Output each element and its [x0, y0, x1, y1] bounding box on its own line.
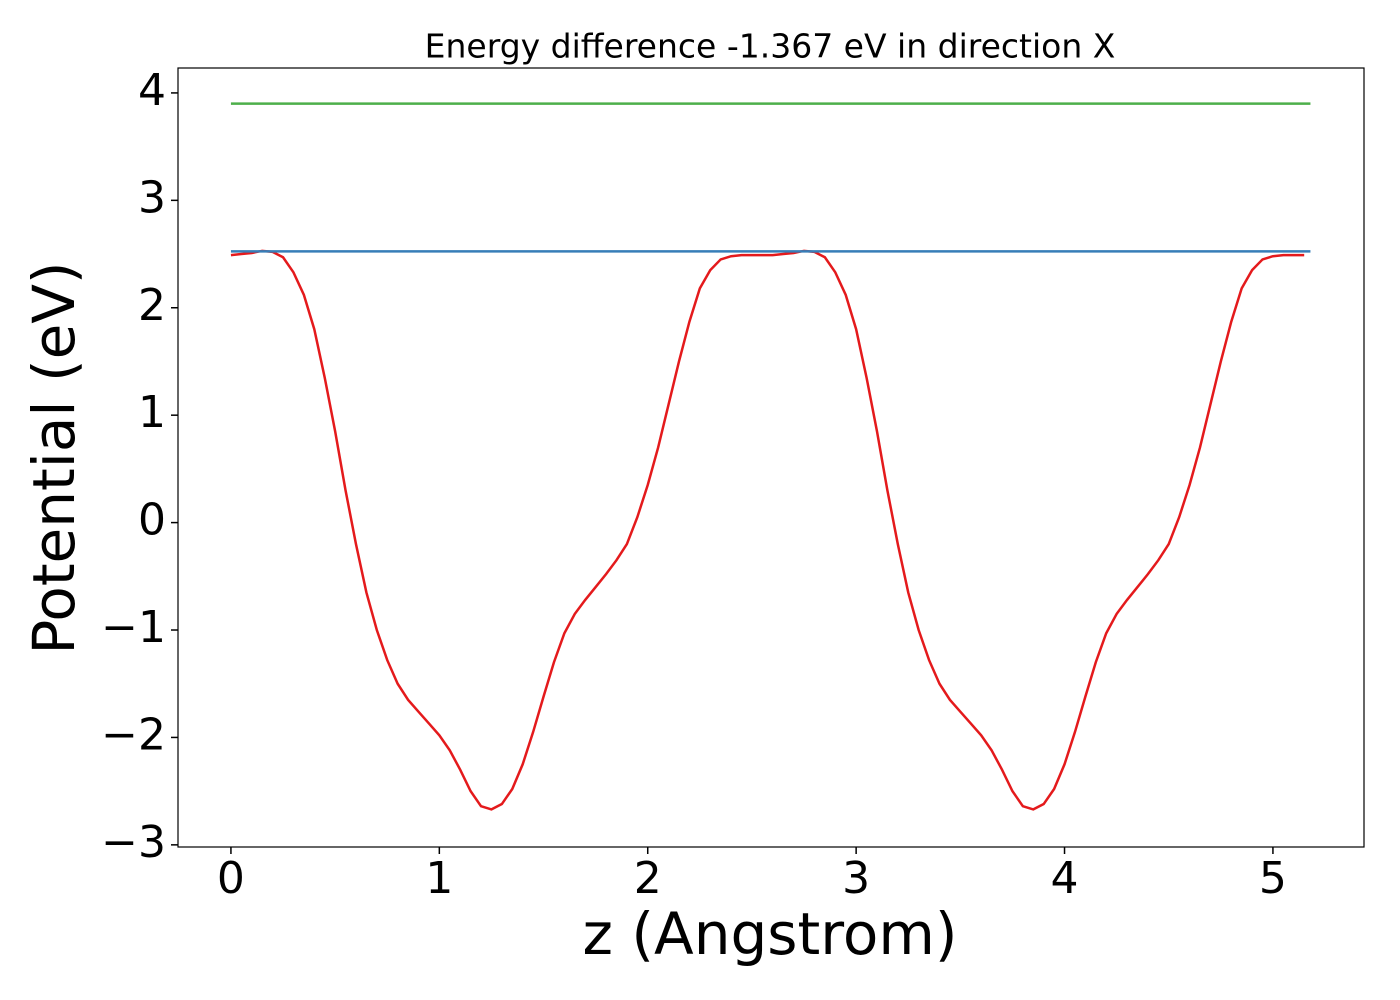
- x-axis-label: z (Angstrom): [583, 900, 958, 968]
- plot-frame: [177, 67, 1365, 848]
- x-tick-label: 1: [425, 853, 453, 904]
- y-tick-label: 4: [138, 65, 166, 116]
- y-tick-label: 1: [138, 387, 166, 438]
- x-tick-label: 5: [1259, 853, 1287, 904]
- x-tick-label: 0: [217, 853, 245, 904]
- y-axis-label: Potential (eV): [20, 261, 88, 654]
- y-tick-label: −2: [101, 709, 166, 760]
- x-tick-label: 2: [634, 853, 662, 904]
- y-tick-label: 2: [138, 280, 166, 331]
- chart-title: Energy difference -1.367 eV in direction…: [425, 27, 1116, 66]
- y-tick-label: 3: [138, 172, 166, 223]
- y-tick-label: −3: [101, 817, 166, 868]
- x-tick-label: 3: [842, 853, 870, 904]
- y-tick-label: −1: [101, 602, 166, 653]
- line-series: [230, 249, 1305, 811]
- y-tick-label: 0: [138, 495, 166, 546]
- x-tick-label: 4: [1051, 853, 1079, 904]
